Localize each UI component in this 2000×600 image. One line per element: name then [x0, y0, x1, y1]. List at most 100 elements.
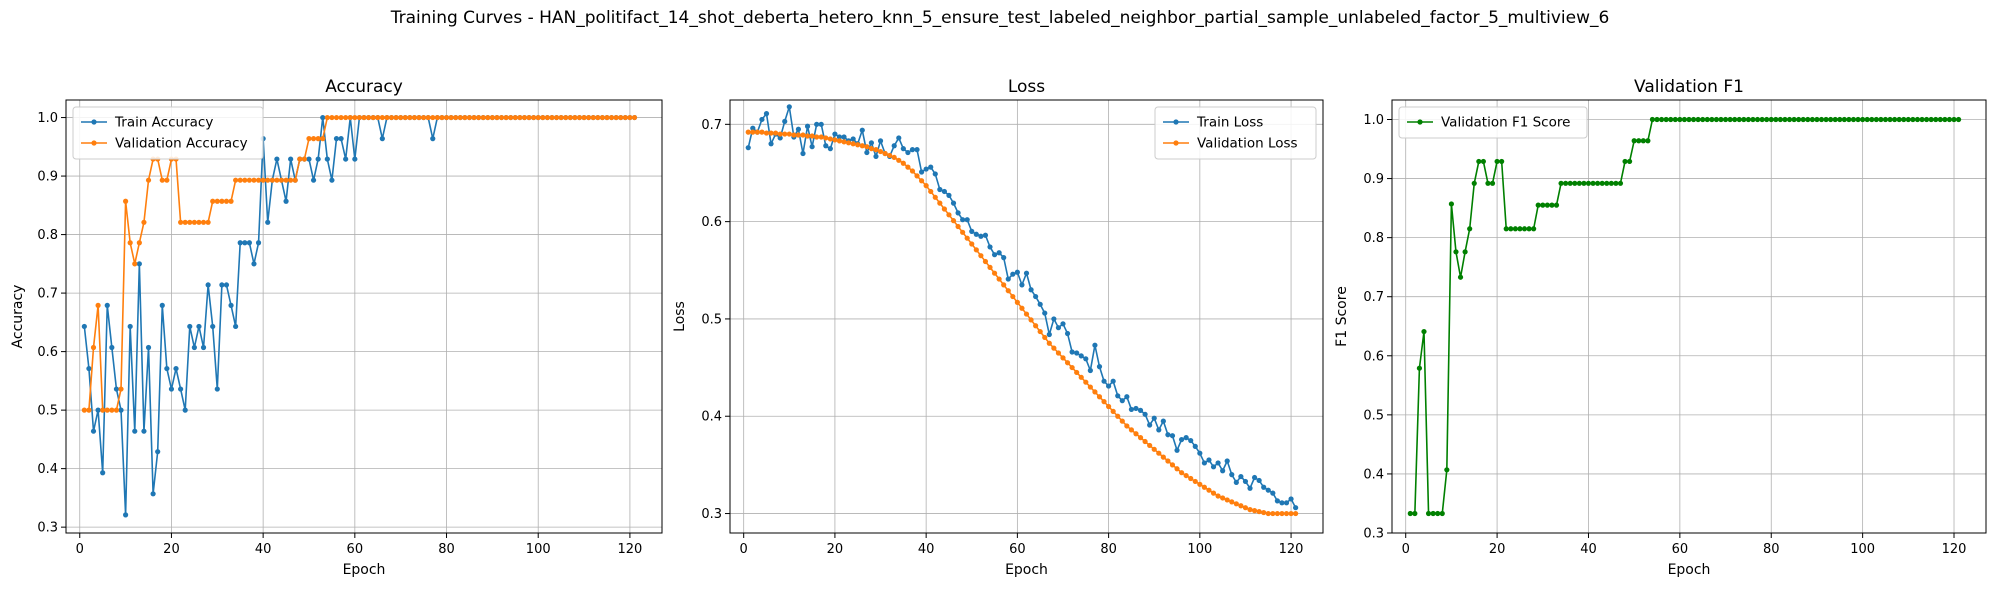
c2-data-point: [1416, 365, 1423, 371]
c2-data-point: [1709, 116, 1715, 123]
c2-data-point: [1805, 116, 1811, 123]
c0-data-point: [301, 156, 307, 162]
c0-data-point: [599, 114, 606, 121]
c1-legend-box: [1154, 106, 1317, 160]
c1-data-point: [960, 217, 966, 223]
c1-data-point: [1124, 394, 1130, 400]
c1-data-point: [1147, 442, 1153, 449]
c1-data-point: [1233, 501, 1239, 507]
c1-data-point: [827, 136, 833, 142]
c1-data-point: [1128, 406, 1135, 413]
c1-data-point: [1165, 458, 1171, 464]
c2-data-point: [1741, 116, 1747, 123]
c1-data-point: [1224, 458, 1230, 464]
c0-data-point: [489, 114, 495, 121]
c1-data-point: [1074, 350, 1080, 356]
c1-data-point: [1215, 493, 1221, 499]
c1-data-point: [982, 258, 989, 265]
c0-data-point: [324, 114, 330, 121]
c2-data-point: [1407, 510, 1413, 517]
c0-data-point: [214, 386, 220, 392]
c0-data-point: [425, 114, 431, 121]
c1-data-point: [1064, 330, 1071, 337]
c2-data-point: [1860, 116, 1866, 123]
c1-data-point: [1078, 374, 1084, 380]
c1-data-point: [1033, 293, 1039, 300]
c1-data-point: [1188, 437, 1194, 444]
c0-data-point: [223, 198, 230, 204]
c2-data-point: [1425, 510, 1432, 517]
c2-data-point: [1677, 116, 1683, 123]
c1-data-point: [891, 143, 897, 149]
c1-data-point: [1201, 484, 1207, 490]
c0-chart-title: Accuracy: [325, 77, 403, 97]
c2-data-point: [1777, 116, 1783, 123]
c1-data-point: [1046, 331, 1052, 338]
c0-data-point: [622, 114, 628, 121]
c0-data-point: [145, 344, 152, 351]
c1-data-point: [946, 212, 952, 218]
c0-data-point: [398, 114, 404, 121]
c2-data-point: [1526, 226, 1532, 232]
c2-data-point: [1613, 180, 1619, 186]
c1-data-point: [786, 131, 792, 137]
c0-data-point: [540, 114, 546, 121]
figure-title: Training Curves - HAN_politifact_14_shot…: [390, 8, 1610, 28]
c0-data-point: [210, 198, 216, 204]
c2-data-point: [1690, 116, 1697, 123]
c2-x-tick-label: 0: [1402, 542, 1410, 557]
c2-data-point: [1882, 116, 1889, 123]
c0-data-point: [127, 240, 133, 246]
c2-y-tick-label: 1.0: [1363, 113, 1384, 128]
c2-data-point: [1462, 249, 1468, 255]
c1-data-point: [777, 131, 783, 137]
c2-x-tick-label: 80: [1763, 542, 1780, 557]
c0-data-point: [283, 177, 289, 183]
c2-data-point: [1485, 180, 1491, 186]
c1-data-point: [864, 144, 870, 150]
c1-data-point: [877, 148, 884, 155]
c0-data-point: [200, 344, 207, 351]
c1-legend-marker: [1173, 119, 1179, 125]
c0-data-point: [288, 156, 294, 162]
c2-y-tick-label: 0.6: [1363, 349, 1384, 364]
c0-data-point: [164, 177, 170, 183]
c0-data-point: [526, 114, 532, 121]
c0-data-point: [104, 407, 110, 413]
c1-data-point: [905, 149, 911, 156]
c2-data-point: [1951, 116, 1957, 123]
c1-data-point: [1083, 356, 1089, 362]
c1-data-point: [1229, 472, 1235, 478]
c2-data-point: [1421, 328, 1427, 335]
c0-data-point: [100, 407, 106, 413]
c1-data-point: [950, 200, 957, 206]
c1-data-point: [1064, 360, 1071, 366]
c2-y-tick-label: 0.5: [1363, 408, 1384, 423]
c1-data-point: [969, 241, 975, 247]
c1-data-point: [1010, 293, 1016, 300]
c0-data-point: [168, 386, 175, 392]
c0-data-point: [590, 114, 596, 121]
c0-data-point: [255, 177, 262, 183]
c2-data-point: [1480, 158, 1486, 165]
c0-data-point: [416, 114, 422, 121]
c0-data-point: [210, 323, 216, 330]
c2-data-point: [1764, 116, 1770, 123]
c2-data-point: [1768, 116, 1774, 123]
c1-data-point: [1288, 496, 1294, 502]
c0-data-point: [297, 156, 303, 162]
c0-data-point: [356, 114, 363, 121]
c2-data-point: [1608, 180, 1614, 186]
c1-data-point: [1293, 510, 1299, 517]
c1-data-point: [1042, 334, 1048, 341]
c1-data-point: [991, 252, 998, 258]
c1-data-point: [1210, 490, 1217, 496]
c2-data-point: [1430, 510, 1436, 517]
c2-data-point: [1914, 116, 1921, 123]
c1-y-tick-label: 0.6: [701, 215, 722, 230]
c1-x-axis-label: Epoch: [1005, 562, 1048, 578]
c1-data-point: [1160, 454, 1166, 460]
c0-data-point: [141, 219, 147, 225]
